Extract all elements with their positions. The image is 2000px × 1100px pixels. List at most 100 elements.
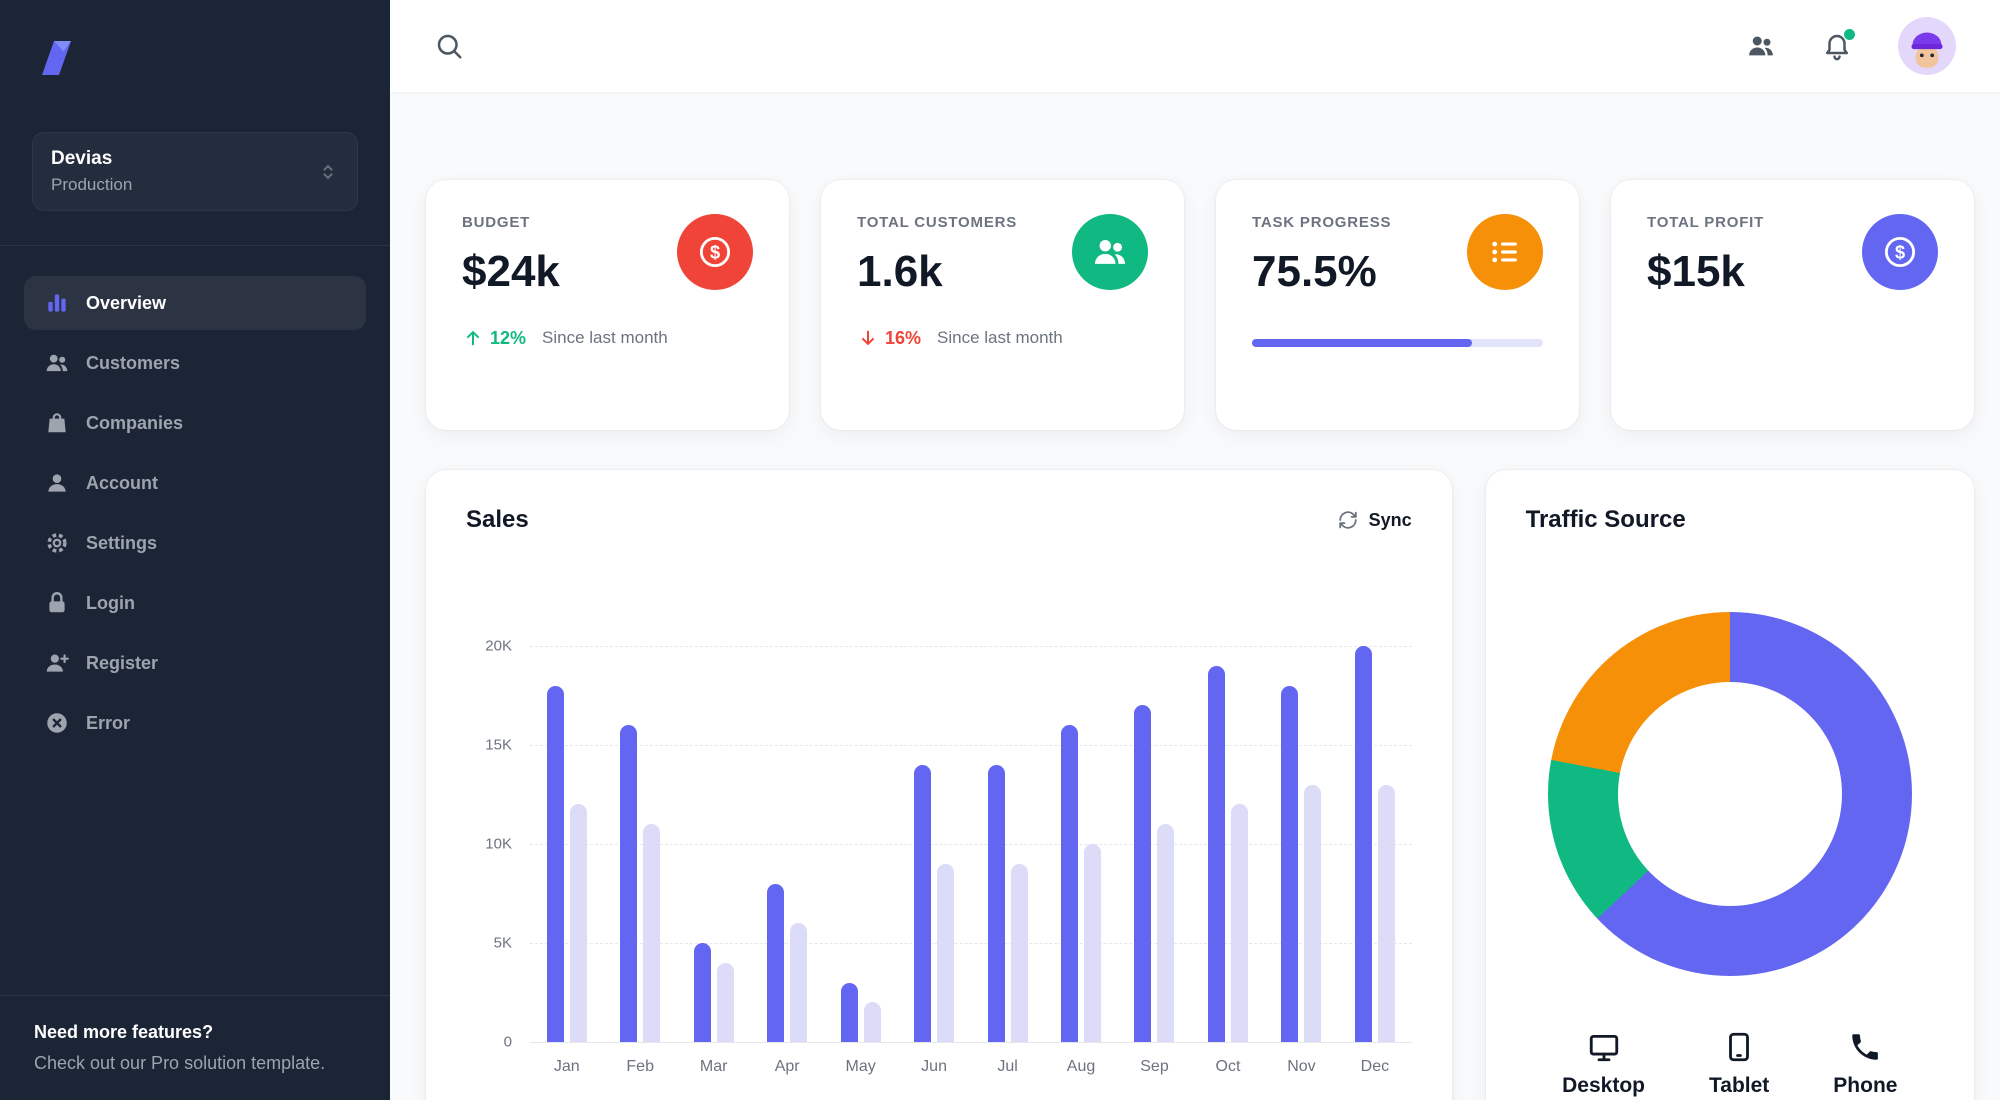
x-tick-label: Jun: [921, 1058, 947, 1075]
bar-this-year-aug: [1061, 725, 1079, 1042]
trend-percent: 12%: [490, 327, 527, 348]
gridline: [530, 1042, 1412, 1043]
task-progress-bar-fill: [1252, 339, 1472, 347]
sidebar-header: Devias Production: [0, 0, 390, 211]
sidebar-item-label: Settings: [86, 532, 158, 553]
bar-last-year-jun: [937, 863, 955, 1042]
bar-this-year-feb: [620, 725, 638, 1042]
gridline: [530, 943, 1412, 944]
notification-dot: [1844, 29, 1855, 40]
trend-caption: Since last month: [937, 328, 1063, 347]
x-tick-label: Dec: [1360, 1058, 1390, 1075]
sync-label: Sync: [1368, 509, 1412, 530]
main-column: BUDGET $24k $ 12% Since last month: [390, 0, 2000, 1100]
bar-this-year-sep: [1134, 705, 1152, 1042]
x-tick-label: Mar: [699, 1058, 728, 1075]
workspace-environment: Production: [51, 175, 133, 194]
workspace-selector[interactable]: Devias Production: [32, 132, 358, 211]
sidebar-item-label: Error: [86, 712, 131, 733]
bar-last-year-mar: [716, 962, 734, 1042]
legend-label: Phone: [1833, 1074, 1898, 1097]
sidebar-nav: Overview Customers Companies Account Set…: [0, 246, 390, 995]
legend-item-phone: Phone: [1833, 1030, 1897, 1098]
bar-group-mar: [677, 646, 750, 1042]
topbar-actions: [1746, 17, 1956, 75]
legend-label: Tablet: [1709, 1074, 1770, 1097]
bar-group-jan: [530, 646, 603, 1042]
svg-text:$: $: [1895, 242, 1905, 262]
users-icon: [44, 350, 70, 376]
bar-last-year-may: [863, 1002, 881, 1042]
sales-y-axis: 20K 15K 10K 5K 0: [466, 638, 530, 1051]
sidebar-item-customers[interactable]: Customers: [24, 336, 366, 390]
bar-last-year-apr: [790, 923, 808, 1042]
bar-last-year-jan: [569, 804, 587, 1042]
legend-item-tablet: Tablet: [1709, 1030, 1769, 1098]
traffic-legend: Desktop Tablet Phone: [1526, 1030, 1934, 1098]
legend-label: Desktop: [1562, 1074, 1645, 1097]
bar-last-year-oct: [1230, 804, 1248, 1042]
sidebar: Devias Production Overview Customers: [0, 0, 390, 1100]
stat-label: TASK PROGRESS: [1252, 214, 1392, 231]
sidebar-item-label: Account: [86, 472, 158, 493]
avatar[interactable]: [1898, 17, 1956, 75]
x-tick-label: Feb: [626, 1058, 654, 1075]
bar-last-year-nov: [1304, 784, 1322, 1042]
sidebar-item-overview[interactable]: Overview: [24, 276, 366, 330]
y-tick-label: 5K: [493, 934, 512, 952]
trend-percent: 16%: [885, 327, 922, 348]
bell-icon[interactable]: [1822, 29, 1855, 61]
stats-row: BUDGET $24k $ 12% Since last month: [426, 180, 1974, 430]
sales-months: Jan Feb Mar Apr May Jun Jul Aug Sep Oct Nov Dec: [530, 1058, 1412, 1076]
stat-label: BUDGET: [462, 214, 531, 231]
traffic-donut: [1547, 612, 1912, 976]
devias-logo-icon[interactable]: [32, 34, 80, 82]
bar-group-jun: [897, 646, 970, 1042]
y-tick-label: 20K: [485, 637, 512, 655]
topbar: [390, 0, 2000, 92]
sidebar-item-label: Login: [86, 592, 135, 613]
stat-card-total-profit: TOTAL PROFIT $15k $: [1611, 180, 1974, 430]
arrow-up-icon: [462, 327, 484, 349]
workspace-name: Devias: [51, 148, 113, 169]
trend-caption: Since last month: [542, 328, 668, 347]
sidebar-item-settings[interactable]: Settings: [24, 516, 366, 570]
x-circle-icon: [44, 710, 70, 736]
desktop-icon: [1587, 1030, 1621, 1064]
sidebar-item-companies[interactable]: Companies: [24, 396, 366, 450]
phone-icon: [1848, 1030, 1882, 1064]
bar-last-year-jul: [1010, 863, 1028, 1042]
traffic-source-card: Traffic Source Desktop Tablet: [1485, 470, 1974, 1100]
sales-title: Sales: [466, 506, 529, 533]
x-tick-label: Oct: [1215, 1058, 1241, 1075]
y-tick-label: 10K: [485, 835, 512, 853]
gridline: [530, 745, 1412, 746]
search-icon[interactable]: [434, 31, 464, 61]
charts-row: Sales Sync 20K 15K 10K 5K 0: [426, 470, 1974, 1100]
sidebar-item-register[interactable]: Register: [24, 636, 366, 690]
stat-label: TOTAL CUSTOMERS: [857, 214, 1018, 231]
shopping-bag-icon: [44, 410, 70, 436]
bar-last-year-feb: [643, 824, 661, 1042]
bar-this-year-apr: [767, 883, 785, 1042]
task-progress-bar: [1252, 339, 1543, 347]
sidebar-item-label: Customers: [86, 352, 181, 373]
x-tick-label: Aug: [1066, 1058, 1096, 1075]
sidebar-item-error[interactable]: Error: [24, 696, 366, 750]
dollar-icon: $: [677, 214, 753, 290]
sync-icon: [1337, 509, 1359, 531]
bar-group-oct: [1191, 646, 1264, 1042]
stat-value: $15k: [1647, 247, 1745, 296]
stat-card-budget: BUDGET $24k $ 12% Since last month: [426, 180, 789, 430]
chart-bar-icon: [44, 290, 70, 316]
users-icon: [1072, 214, 1148, 290]
sidebar-item-login[interactable]: Login: [24, 576, 366, 630]
y-tick-label: 0: [503, 1033, 512, 1051]
sidebar-item-account[interactable]: Account: [24, 456, 366, 510]
sync-button[interactable]: Sync: [1337, 509, 1412, 531]
footer-subtitle: Check out our Pro solution template.: [34, 1053, 326, 1073]
legend-item-desktop: Desktop: [1562, 1030, 1645, 1098]
bar-this-year-mar: [693, 943, 711, 1042]
stat-value: 75.5%: [1252, 247, 1377, 296]
users-icon[interactable]: [1746, 31, 1776, 61]
